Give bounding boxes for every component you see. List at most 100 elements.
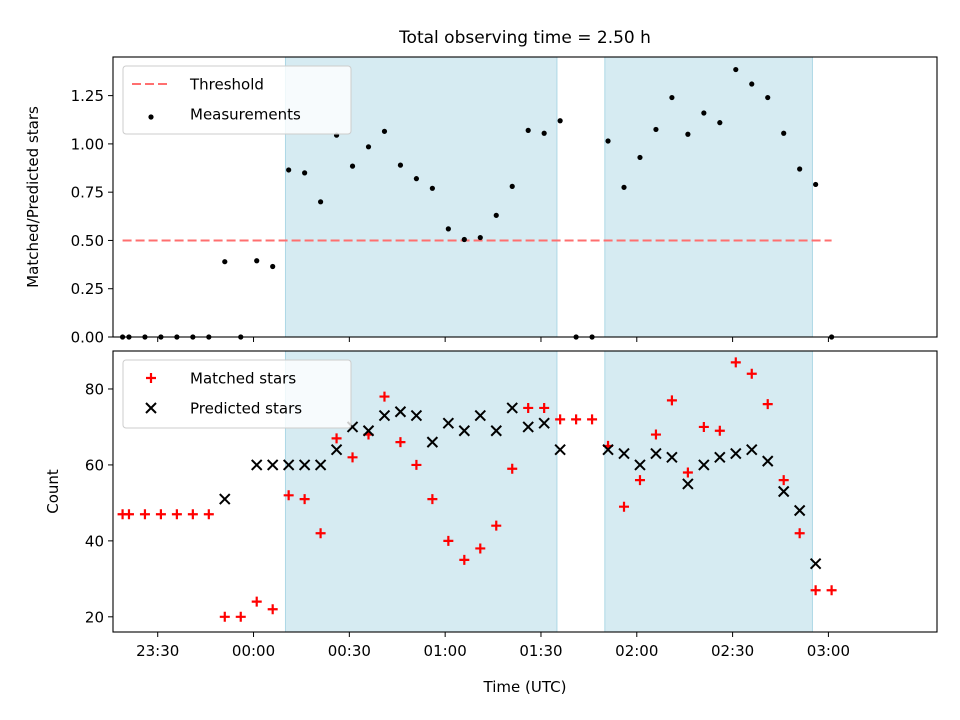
data-point bbox=[379, 391, 390, 402]
top-panel: 0.00 0.25 0.50 0.75 1.00 1.25 Matched/Predicte… bbox=[24, 56, 938, 347]
data-point bbox=[314, 459, 327, 471]
y-tick-label: 1.00 bbox=[71, 135, 104, 153]
data-point bbox=[746, 444, 758, 456]
data-point bbox=[809, 557, 822, 570]
data-point bbox=[267, 604, 278, 615]
data-point bbox=[443, 535, 454, 546]
data-point bbox=[475, 543, 486, 554]
data-point bbox=[666, 395, 677, 406]
data-point bbox=[507, 463, 518, 474]
x-tick-label: 01:30 bbox=[519, 642, 562, 660]
data-point bbox=[362, 425, 375, 437]
data-point bbox=[266, 459, 279, 471]
shaded-region bbox=[604, 56, 813, 338]
data-point bbox=[619, 501, 630, 512]
data-point bbox=[810, 585, 821, 596]
legend: Threshold Measurements bbox=[122, 65, 352, 135]
data-point bbox=[461, 236, 467, 243]
data-point bbox=[714, 425, 725, 436]
data-point bbox=[701, 110, 707, 116]
data-point bbox=[650, 429, 661, 440]
data-point bbox=[541, 130, 547, 136]
legend-box bbox=[122, 359, 352, 429]
data-point bbox=[618, 447, 630, 460]
data-point bbox=[394, 406, 407, 418]
data-point bbox=[347, 452, 358, 463]
data-point bbox=[762, 455, 774, 467]
y-tick-label: 20 bbox=[85, 608, 104, 626]
data-point bbox=[459, 554, 470, 565]
data-point bbox=[762, 399, 773, 410]
data-point bbox=[682, 478, 694, 490]
legend: Matched stars Predicted stars bbox=[122, 359, 352, 429]
data-point bbox=[746, 368, 757, 379]
x-axis-label: Time (UTC) bbox=[483, 678, 567, 696]
data-point bbox=[650, 447, 662, 460]
data-point bbox=[429, 185, 435, 191]
data-point bbox=[587, 414, 598, 425]
data-point bbox=[793, 504, 806, 517]
data-point bbox=[813, 181, 819, 188]
data-point bbox=[171, 509, 182, 520]
data-point bbox=[427, 494, 438, 505]
y-tick-label: 60 bbox=[85, 456, 104, 474]
data-point bbox=[235, 611, 246, 622]
data-point bbox=[602, 444, 614, 456]
data-point bbox=[509, 183, 515, 189]
data-point bbox=[765, 94, 771, 101]
y-tick-label: 0.25 bbox=[71, 280, 104, 298]
data-point bbox=[123, 509, 134, 520]
data-point bbox=[251, 459, 263, 471]
data-point bbox=[522, 421, 534, 433]
data-point bbox=[523, 402, 534, 413]
data-point bbox=[781, 130, 787, 136]
data-point bbox=[666, 451, 678, 464]
data-point bbox=[778, 475, 789, 486]
data-point bbox=[794, 528, 805, 539]
data-point bbox=[557, 118, 563, 124]
data-point bbox=[554, 444, 566, 456]
data-point bbox=[539, 402, 550, 413]
data-point bbox=[717, 120, 723, 126]
legend-plus-symbol bbox=[146, 373, 156, 383]
legend-label: Matched stars bbox=[190, 370, 296, 388]
data-point bbox=[283, 490, 294, 501]
x-tick-label: 02:00 bbox=[615, 642, 658, 660]
data-point bbox=[139, 509, 150, 520]
data-point bbox=[506, 402, 518, 414]
data-point bbox=[797, 166, 803, 172]
x-tick-label: 02:30 bbox=[711, 642, 754, 660]
data-point bbox=[299, 494, 310, 505]
legend-label: Measurements bbox=[190, 106, 301, 124]
legend-label: Threshold bbox=[189, 76, 264, 94]
data-point bbox=[302, 170, 308, 176]
data-point bbox=[445, 226, 451, 232]
data-point bbox=[698, 421, 709, 432]
data-point bbox=[493, 212, 499, 218]
data-point bbox=[251, 596, 262, 607]
data-point bbox=[317, 199, 324, 205]
data-point bbox=[698, 459, 710, 471]
data-point bbox=[286, 167, 292, 173]
data-point bbox=[349, 163, 356, 169]
data-point bbox=[395, 437, 406, 448]
data-point bbox=[621, 184, 627, 190]
data-point bbox=[458, 425, 471, 437]
legend-label: Predicted stars bbox=[190, 400, 302, 418]
data-point bbox=[413, 176, 420, 182]
legend-box bbox=[122, 65, 352, 135]
data-point bbox=[411, 459, 422, 470]
data-point bbox=[555, 414, 566, 425]
data-point bbox=[222, 259, 228, 265]
x-tick-label: 00:30 bbox=[328, 642, 371, 660]
data-point bbox=[634, 459, 646, 471]
data-point bbox=[682, 467, 693, 478]
data-point bbox=[653, 126, 659, 133]
data-point bbox=[474, 409, 486, 422]
x-tick-label: 00:00 bbox=[232, 642, 275, 660]
data-point bbox=[777, 485, 790, 498]
data-point bbox=[525, 127, 531, 133]
data-point bbox=[365, 144, 372, 150]
data-point bbox=[730, 447, 742, 460]
